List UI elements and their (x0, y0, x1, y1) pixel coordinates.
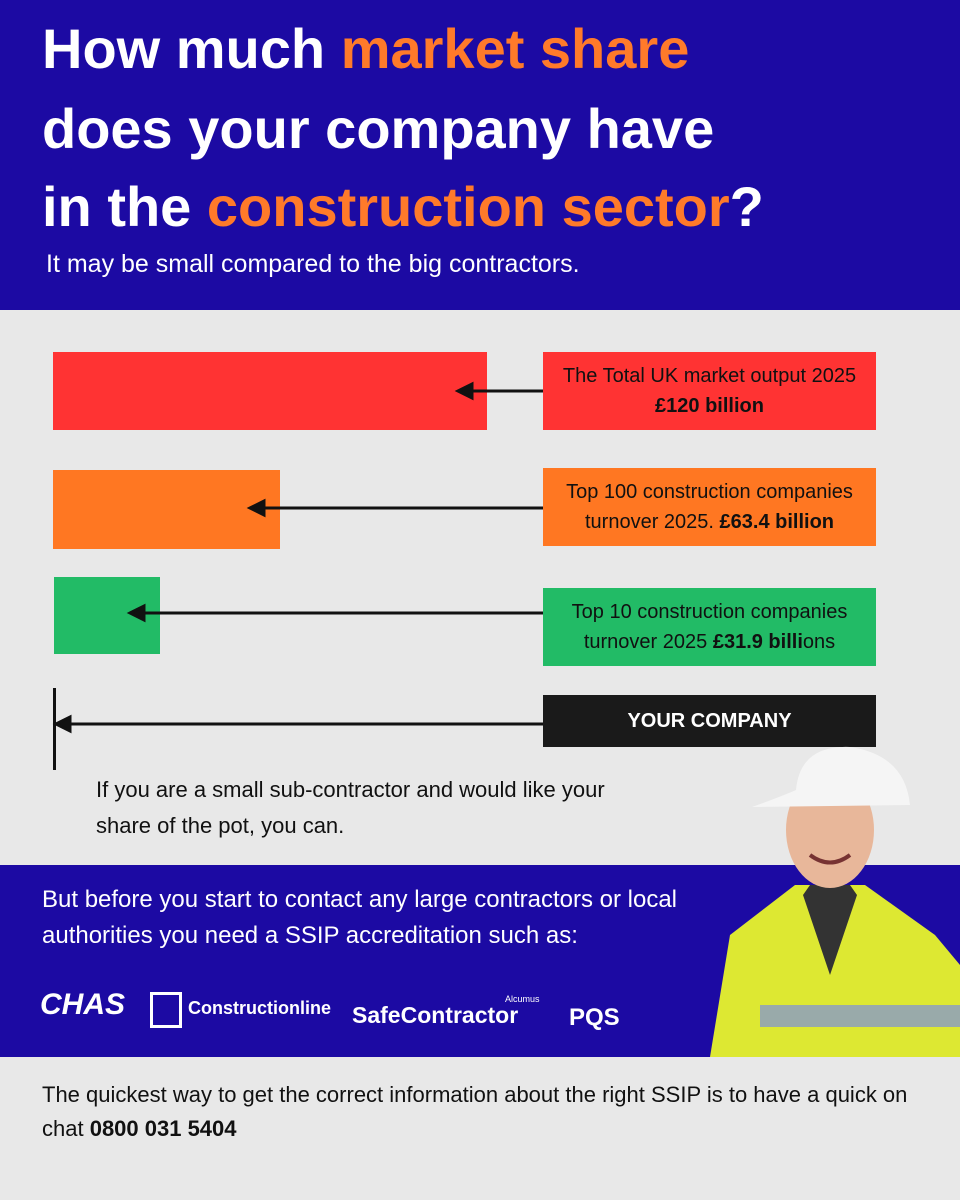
phone: 0800 031 5404 (89, 1116, 237, 1141)
text-part: ? (729, 175, 764, 238)
footer-text: The quickest way to get the correct info… (42, 1082, 908, 1141)
bar (53, 470, 280, 549)
label-box: YOUR COMPANY (543, 695, 876, 747)
text: The Total UK market output 2025 £120 bil… (543, 361, 876, 421)
logo: SafeContractor (352, 1002, 519, 1028)
text-part: How much (42, 17, 341, 80)
subtitle: It may be small compared to the big cont… (46, 250, 580, 278)
label-box: Top 10 construction companies turnover 2… (543, 588, 876, 666)
label-box: Top 100 construction companies turnover … (543, 468, 876, 546)
text-part: £31.9 billi (712, 631, 803, 653)
text: in the construction sector? (42, 175, 764, 238)
text-part: £63.4 billion (719, 511, 834, 533)
accreditation-text: But before you start to contact any larg… (42, 886, 677, 949)
logo-icon (150, 992, 182, 1028)
text-part: The Total UK market output (562, 365, 807, 387)
text-part: market share (340, 17, 690, 80)
text: does your company have (42, 97, 714, 160)
text-part: 2025 (806, 365, 857, 387)
text: YOUR COMPANY (627, 706, 791, 736)
text-part: £120 billion (655, 395, 764, 417)
text: Top 100 construction companies turnover … (543, 477, 876, 537)
footer-text: The quickest way to get the correct info… (42, 1078, 942, 1146)
header-band (0, 0, 960, 310)
company-marker (53, 688, 56, 770)
title-line: does your company have (42, 90, 714, 168)
text: Top 10 construction companies turnover 2… (543, 597, 876, 657)
title-line: How much market share (42, 10, 689, 88)
text: How much market share (42, 17, 689, 80)
logo: Alcumus (505, 994, 540, 1004)
logo: CHAS (40, 988, 126, 1021)
text-part: ons (802, 631, 836, 653)
text-part: Top 10 construction companies turnover 2… (571, 601, 848, 653)
text-part: in the (42, 175, 207, 238)
text-part: Top 100 construction companies turnover … (566, 481, 853, 533)
text-part: YOUR COMPANY (627, 710, 792, 732)
text-part: does your company have (42, 97, 715, 160)
label-box: The Total UK market output 2025 £120 bil… (543, 352, 876, 430)
note: If you are a small sub-contractor and wo… (96, 777, 605, 838)
logo: PQS (569, 1004, 620, 1031)
title-line: in the construction sector? (42, 168, 764, 246)
bar (53, 352, 487, 430)
logo: Constructionline (188, 998, 331, 1018)
text-part: construction sector (206, 175, 730, 238)
worker-photo (710, 746, 960, 1057)
